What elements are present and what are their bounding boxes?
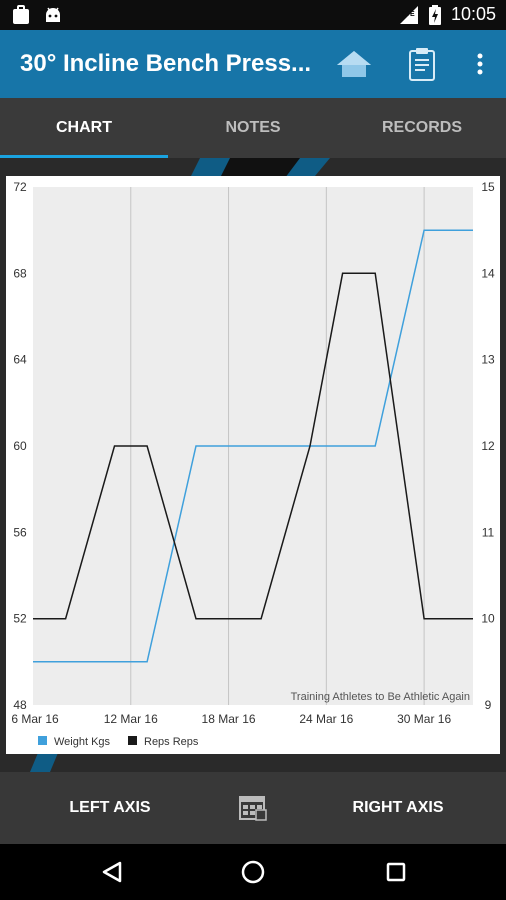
overflow-menu-icon [477,53,483,75]
home-icon [337,51,371,77]
line-chart: 48 52 56 60 64 68 72 9 10 11 12 13 14 15 6 Mar 16 12 … [11,180,495,748]
calendar-button[interactable] [228,772,280,844]
series-line-weight [33,229,473,663]
right-axis-button[interactable]: RIGHT AXIS [352,799,444,816]
android-icon [46,7,60,22]
left-tick-label: 52 [13,612,27,626]
chart-card: 48 52 56 60 64 68 72 9 10 11 12 13 14 15 6 Mar 16 12 … [6,176,500,754]
x-tick-label: 6 Mar 16 [11,712,59,726]
left-tick-label: 48 [13,698,27,712]
nav-home-button[interactable] [231,850,275,894]
app-bar: 30° Incline Bench Press... [0,30,506,98]
right-tick-label: 14 [481,266,495,280]
right-tick-label: 15 [481,180,495,194]
legend: Weight Kgs Reps Reps [38,736,199,748]
left-tick-label: 56 [13,525,27,539]
overflow-menu-button[interactable] [460,44,500,84]
x-tick-label: 18 Mar 16 [202,712,256,726]
right-tick-label: 13 [481,353,495,367]
left-axis-button[interactable]: LEFT AXIS [69,799,151,816]
right-tick-label: 10 [481,612,495,626]
right-tick-label: 12 [481,439,495,453]
tab-records[interactable]: RECORDS [381,119,462,136]
page-title: 30° Incline Bench Press... [20,50,312,77]
left-axis-ticks: 48 52 56 60 64 68 72 [13,180,27,712]
legend-swatch-reps [128,736,137,745]
series-lines [33,229,473,663]
left-tick-label: 64 [13,353,27,367]
bottom-action-bar: LEFT AXIS RIGHT AXIS [0,772,506,844]
clipboard-button[interactable] [402,44,442,84]
left-tick-label: 68 [13,266,27,280]
left-tick-label: 60 [13,439,27,453]
home-button[interactable] [334,44,374,84]
series-line-reps [33,272,473,620]
x-tick-label: 30 Mar 16 [397,712,451,726]
home-circle-icon [241,860,265,884]
signal-icon: LTE [399,5,418,24]
back-icon [102,861,122,883]
battery-charging-icon [428,4,441,25]
legend-label-weight: Weight Kgs [54,736,111,748]
calendar-grid-icon [239,796,267,821]
tab-chart[interactable]: CHART [56,119,112,136]
briefcase-icon [13,5,29,24]
status-bar: LTE 10:05 [0,0,506,30]
clipboard-icon [409,48,435,81]
legend-label-reps: Reps Reps [144,736,199,748]
nav-recents-button[interactable] [374,850,418,894]
network-label: LTE [402,11,415,18]
right-tick-label: 11 [482,525,495,539]
x-tick-label: 24 Mar 16 [299,712,353,726]
right-axis-ticks: 9 10 11 12 13 14 15 [481,180,495,712]
tab-notes[interactable]: NOTES [225,119,281,136]
active-tab-indicator [0,155,168,158]
x-tick-label: 12 Mar 16 [104,712,158,726]
chart-watermark: Training Athletes to Be Athletic Again [291,691,470,703]
system-nav-bar [0,844,506,900]
left-tick-label: 72 [13,180,27,194]
legend-swatch-weight [38,736,47,745]
nav-back-button[interactable] [90,850,134,894]
recents-icon [386,862,406,882]
tab-bar: CHART NOTES RECORDS [0,98,506,158]
right-tick-label: 9 [485,698,492,712]
x-axis-ticks: 6 Mar 16 12 Mar 16 18 Mar 16 24 Mar 16 30 Ma… [11,712,451,726]
clock: 10:05 [450,4,496,24]
